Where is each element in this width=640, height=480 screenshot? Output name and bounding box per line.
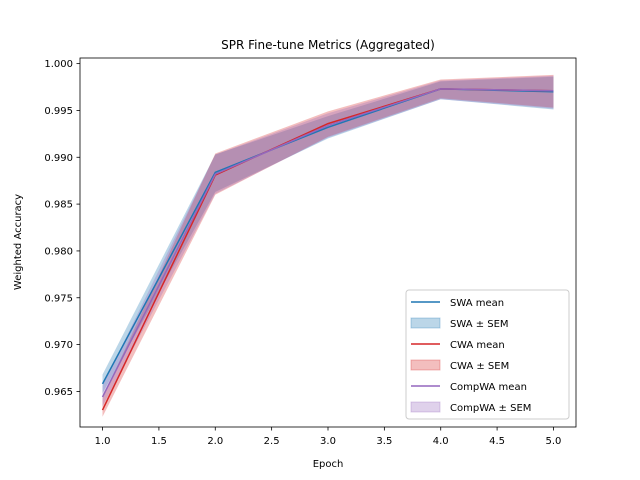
mean-lines [101, 88, 554, 411]
y-tick-label: 1.000 [44, 59, 73, 70]
y-tick-label: 0.985 [44, 200, 73, 211]
sem-band-2 [102, 75, 554, 407]
x-tick-label: 4.5 [489, 436, 505, 447]
x-tick-label: 1.5 [151, 436, 167, 447]
legend-label: CWA ± SEM [450, 361, 509, 372]
x-tick-label: 3.5 [376, 436, 392, 447]
x-tick-label: 4.0 [433, 436, 449, 447]
y-tick-label: 0.995 [44, 106, 73, 117]
legend-label: CompWA ± SEM [450, 403, 531, 414]
legend-band-swatch [410, 359, 441, 371]
legend-label: CompWA mean [450, 382, 527, 393]
y-tick-label: 0.965 [44, 387, 73, 398]
y-tick-label: 0.970 [44, 340, 73, 351]
y-tick-label: 0.990 [44, 153, 73, 164]
x-tick-label: 1.0 [95, 436, 111, 447]
y-tick-label: 0.975 [44, 293, 73, 304]
y-tick-label: 0.980 [44, 246, 73, 257]
legend-band-swatch [410, 317, 441, 329]
sem-band-0 [102, 76, 554, 394]
x-axis-label: Epoch [313, 459, 344, 470]
legend: SWA mean SWA ± SEM CWA mean CWA ± SEM CompWA… [405, 289, 570, 420]
sem-bands [102, 74, 554, 417]
chart-title: SPR Fine-tune Metrics (Aggregated) [221, 38, 435, 52]
legend-band-swatch [410, 401, 441, 413]
y-axis: 0.965 0.970 0.975 0.980 0.985 0.990 0.995 1.000 [44, 59, 80, 398]
legend-box [405, 289, 570, 420]
x-axis: 1.0 1.5 2.0 2.5 3.0 3.5 4.0 4.5 5.0 [95, 427, 562, 447]
sem-band-1 [102, 74, 554, 417]
y-axis-label: Weighted Accuracy [13, 194, 24, 290]
mean-line-2 [101, 88, 554, 398]
legend-label: CWA mean [450, 340, 505, 351]
x-tick-label: 2.0 [207, 436, 223, 447]
x-tick-label: 3.0 [320, 436, 336, 447]
legend-label: SWA mean [450, 298, 504, 309]
x-tick-label: 2.5 [264, 436, 280, 447]
x-tick-label: 5.0 [546, 436, 562, 447]
legend-label: SWA ± SEM [450, 319, 509, 330]
